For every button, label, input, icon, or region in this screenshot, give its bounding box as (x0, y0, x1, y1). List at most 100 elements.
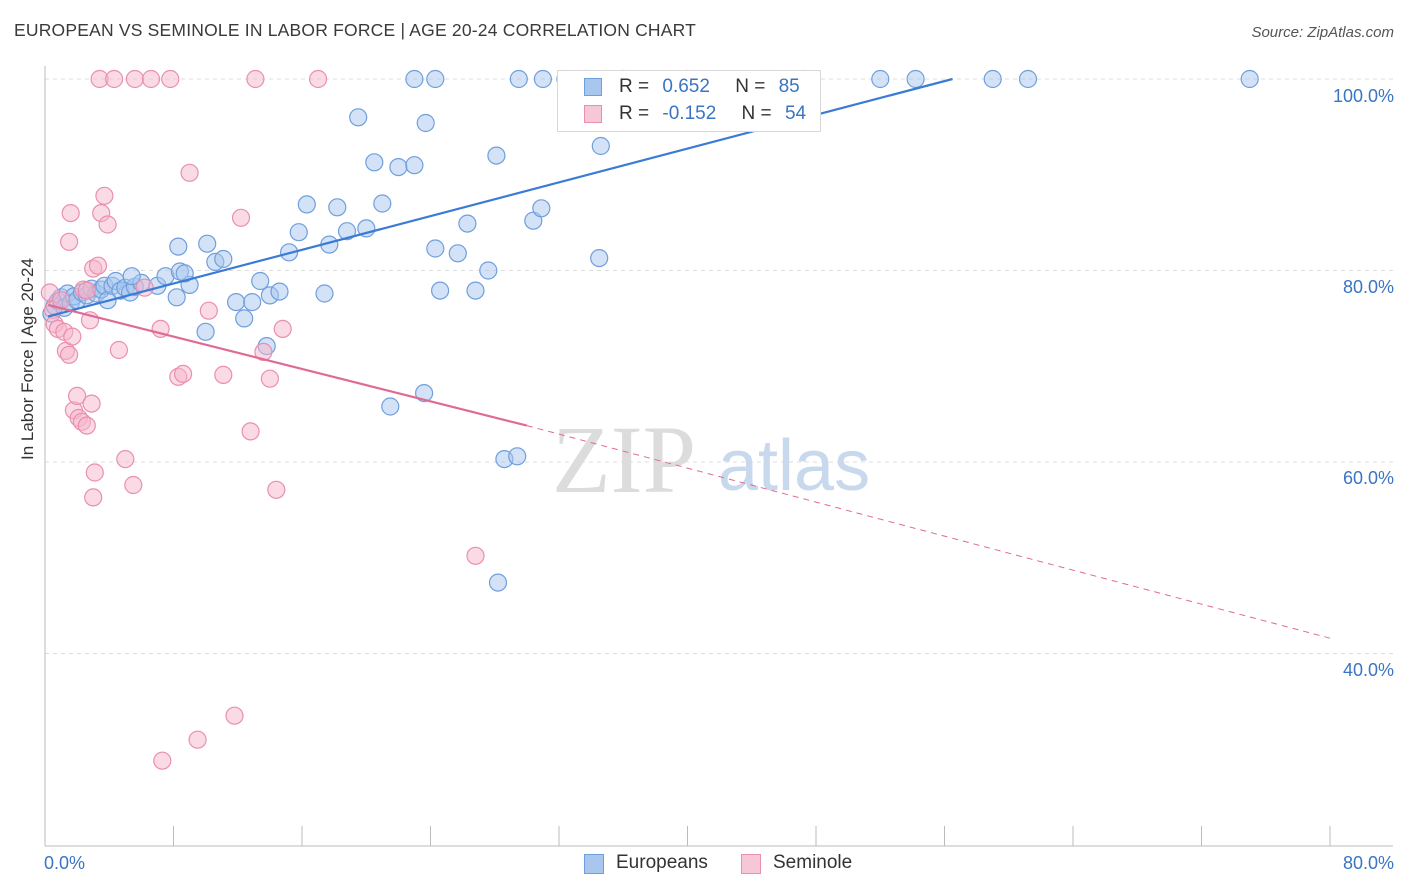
europeans-point (381, 397, 400, 416)
seminole-point (199, 301, 218, 320)
seminole-point (63, 327, 82, 346)
watermark-atlas: atlas (718, 426, 870, 506)
europeans-point (426, 239, 445, 258)
seminole-point (188, 730, 207, 749)
axes (44, 66, 1393, 847)
europeans-point (235, 309, 254, 328)
europeans-point (509, 69, 528, 89)
europeans-point (175, 264, 194, 283)
legend-r-label: R = (619, 76, 650, 97)
seminole-point (180, 163, 199, 182)
europeans-point (983, 69, 1002, 89)
europeans-point (487, 146, 506, 165)
seminole-point (61, 204, 80, 223)
legend-swatch-europeans (584, 78, 602, 96)
europeans-point (458, 214, 477, 233)
x-tick-label-min: 0.0% (44, 853, 86, 873)
europeans-point (415, 384, 434, 403)
europeans-point (289, 223, 308, 242)
series-label-seminole: Seminole (773, 852, 853, 873)
seminole-points (40, 69, 485, 770)
europeans-point (373, 194, 392, 213)
legend-n-label: N = (735, 76, 766, 97)
seminole-trend-extension (526, 425, 1331, 639)
seminole-point (124, 475, 143, 495)
seminole-point (466, 546, 485, 565)
seminole-point (231, 208, 251, 227)
europeans-point (405, 156, 424, 175)
europeans-point (448, 244, 467, 263)
europeans-point (328, 198, 347, 217)
watermark: ZIP atlas (552, 406, 870, 513)
trend-lines (47, 77, 1331, 639)
europeans-point (591, 136, 610, 156)
europeans-point (337, 222, 357, 241)
europeans-point (349, 108, 368, 127)
europeans-point (169, 237, 188, 256)
series-swatch-europeans (584, 854, 604, 874)
seminole-point (109, 340, 129, 360)
europeans-point (227, 293, 246, 312)
seminole-point (260, 369, 279, 388)
legend-r-label: R = (619, 103, 650, 124)
europeans-point (466, 281, 485, 300)
seminole-point (88, 256, 108, 275)
seminole-point (67, 386, 87, 405)
europeans-point (167, 288, 186, 307)
legend-n-label: N = (741, 103, 772, 124)
europeans-point (243, 293, 262, 312)
europeans-point (1240, 69, 1259, 89)
seminole-point (267, 480, 286, 499)
seminole-point (98, 215, 117, 234)
europeans-point (426, 69, 445, 89)
y-tick-label-60: 60.0% (1342, 468, 1394, 488)
seminole-point (153, 751, 172, 770)
europeans-point (214, 249, 233, 269)
seminole-point (309, 69, 328, 89)
seminole-point (141, 69, 161, 89)
x-tick-label-max: 80.0% (1342, 853, 1394, 873)
seminole-point (84, 488, 103, 507)
seminole-point (95, 186, 114, 205)
legend-n-seminole: 54 (784, 103, 807, 124)
seminole-point (77, 416, 96, 435)
gridlines (45, 78, 1393, 654)
chart-title: EUROPEAN VS SEMINOLE IN LABOR FORCE | AG… (14, 20, 697, 40)
europeans-point (389, 158, 408, 177)
europeans-point (488, 573, 508, 592)
europeans-point (416, 113, 435, 133)
europeans-point (315, 284, 334, 303)
seminole-point (59, 345, 79, 364)
seminole-point (225, 706, 244, 725)
legend-swatch-seminole (584, 105, 602, 123)
europeans-point (270, 282, 289, 301)
y-tick-label-40: 40.0% (1342, 660, 1394, 680)
europeans-point (479, 261, 498, 280)
seminole-point (82, 394, 101, 413)
europeans-point (590, 249, 609, 268)
europeans-point (122, 267, 141, 286)
seminole-point (273, 319, 292, 338)
series-swatch-seminole (741, 854, 761, 874)
seminole-point (85, 463, 104, 482)
europeans-point (196, 322, 215, 341)
seminole-point (161, 69, 180, 89)
europeans-point (431, 281, 450, 300)
europeans-point (405, 69, 424, 89)
legend-r-seminole: -0.152 (662, 103, 717, 124)
europeans-point (532, 199, 551, 218)
seminole-point (214, 365, 233, 384)
europeans-point (1018, 69, 1038, 89)
seminole-point (254, 342, 273, 361)
correlation-legend: R = 0.652 N = 85 R = -0.152 N = 54 (557, 70, 821, 132)
europeans-point (297, 195, 316, 214)
seminole-point (116, 450, 135, 469)
legend-r-europeans: 0.652 (662, 76, 710, 97)
europeans-point (906, 69, 925, 89)
y-tick-label-80: 80.0% (1342, 277, 1394, 297)
europeans-point (198, 234, 217, 253)
y-axis-label: In Labor Force | Age 20-24 (18, 258, 37, 460)
seminole-point (59, 232, 79, 251)
watermark-zip: ZIP (552, 406, 696, 513)
